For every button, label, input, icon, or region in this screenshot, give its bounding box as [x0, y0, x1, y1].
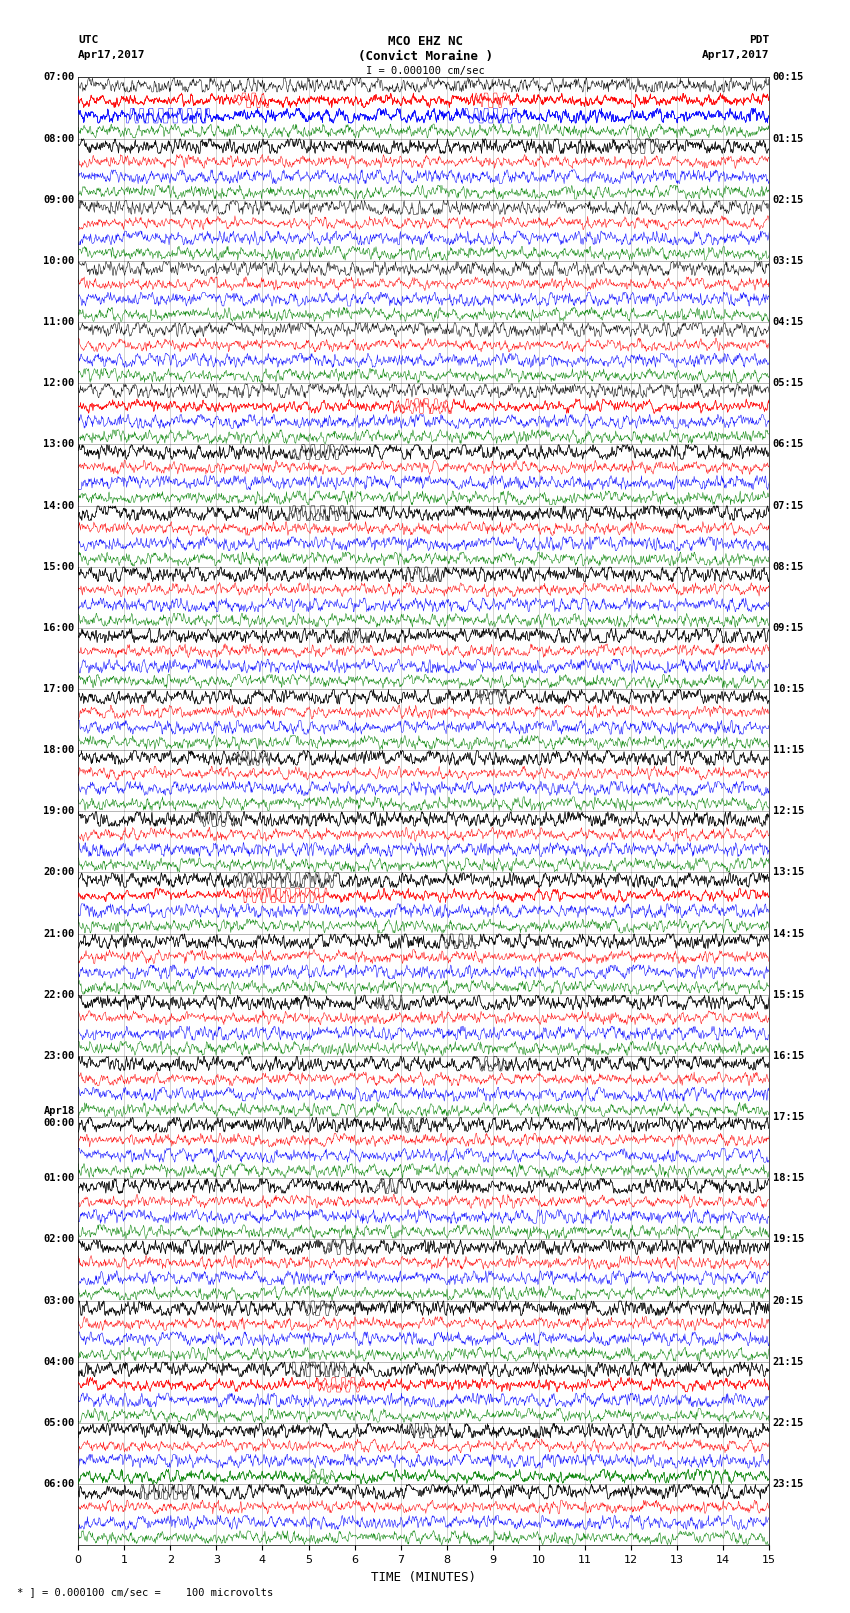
- Text: 23:00: 23:00: [43, 1052, 75, 1061]
- Text: Apr17,2017: Apr17,2017: [78, 50, 145, 60]
- Text: 22:15: 22:15: [773, 1418, 804, 1428]
- Text: PDT: PDT: [749, 35, 769, 45]
- Text: 03:00: 03:00: [43, 1295, 75, 1305]
- Text: 13:00: 13:00: [43, 439, 75, 450]
- Text: I = 0.000100 cm/sec: I = 0.000100 cm/sec: [366, 66, 484, 76]
- Text: 03:15: 03:15: [773, 256, 804, 266]
- Text: 01:15: 01:15: [773, 134, 804, 144]
- Text: 06:15: 06:15: [773, 439, 804, 450]
- Text: 00:15: 00:15: [773, 73, 804, 82]
- X-axis label: TIME (MINUTES): TIME (MINUTES): [371, 1571, 476, 1584]
- Text: 12:00: 12:00: [43, 377, 75, 389]
- Text: 10:15: 10:15: [773, 684, 804, 694]
- Text: 02:00: 02:00: [43, 1234, 75, 1245]
- Text: 05:15: 05:15: [773, 377, 804, 389]
- Text: Apr18
00:00: Apr18 00:00: [43, 1107, 75, 1127]
- Text: 12:15: 12:15: [773, 806, 804, 816]
- Text: UTC: UTC: [78, 35, 99, 45]
- Text: * ] = 0.000100 cm/sec =    100 microvolts: * ] = 0.000100 cm/sec = 100 microvolts: [17, 1587, 273, 1597]
- Text: 19:15: 19:15: [773, 1234, 804, 1245]
- Text: 18:00: 18:00: [43, 745, 75, 755]
- Text: 15:15: 15:15: [773, 990, 804, 1000]
- Text: 09:00: 09:00: [43, 195, 75, 205]
- Text: 14:15: 14:15: [773, 929, 804, 939]
- Text: 10:00: 10:00: [43, 256, 75, 266]
- Text: 21:15: 21:15: [773, 1357, 804, 1366]
- Text: 13:15: 13:15: [773, 868, 804, 877]
- Text: 02:15: 02:15: [773, 195, 804, 205]
- Text: Apr17,2017: Apr17,2017: [702, 50, 769, 60]
- Text: 11:15: 11:15: [773, 745, 804, 755]
- Text: 17:00: 17:00: [43, 684, 75, 694]
- Text: 11:00: 11:00: [43, 318, 75, 327]
- Text: 07:00: 07:00: [43, 73, 75, 82]
- Text: 07:15: 07:15: [773, 500, 804, 511]
- Text: 04:15: 04:15: [773, 318, 804, 327]
- Text: 20:15: 20:15: [773, 1295, 804, 1305]
- Text: 16:00: 16:00: [43, 623, 75, 632]
- Text: 23:15: 23:15: [773, 1479, 804, 1489]
- Text: 04:00: 04:00: [43, 1357, 75, 1366]
- Text: 20:00: 20:00: [43, 868, 75, 877]
- Text: 15:00: 15:00: [43, 561, 75, 571]
- Text: 21:00: 21:00: [43, 929, 75, 939]
- Text: 22:00: 22:00: [43, 990, 75, 1000]
- Text: 17:15: 17:15: [773, 1111, 804, 1123]
- Text: MCO EHZ NC: MCO EHZ NC: [388, 35, 462, 48]
- Text: 08:15: 08:15: [773, 561, 804, 571]
- Text: 18:15: 18:15: [773, 1173, 804, 1184]
- Text: 01:00: 01:00: [43, 1173, 75, 1184]
- Text: 16:15: 16:15: [773, 1052, 804, 1061]
- Text: (Convict Moraine ): (Convict Moraine ): [358, 50, 492, 63]
- Text: 14:00: 14:00: [43, 500, 75, 511]
- Text: 09:15: 09:15: [773, 623, 804, 632]
- Text: 08:00: 08:00: [43, 134, 75, 144]
- Text: 05:00: 05:00: [43, 1418, 75, 1428]
- Text: 06:00: 06:00: [43, 1479, 75, 1489]
- Text: 19:00: 19:00: [43, 806, 75, 816]
